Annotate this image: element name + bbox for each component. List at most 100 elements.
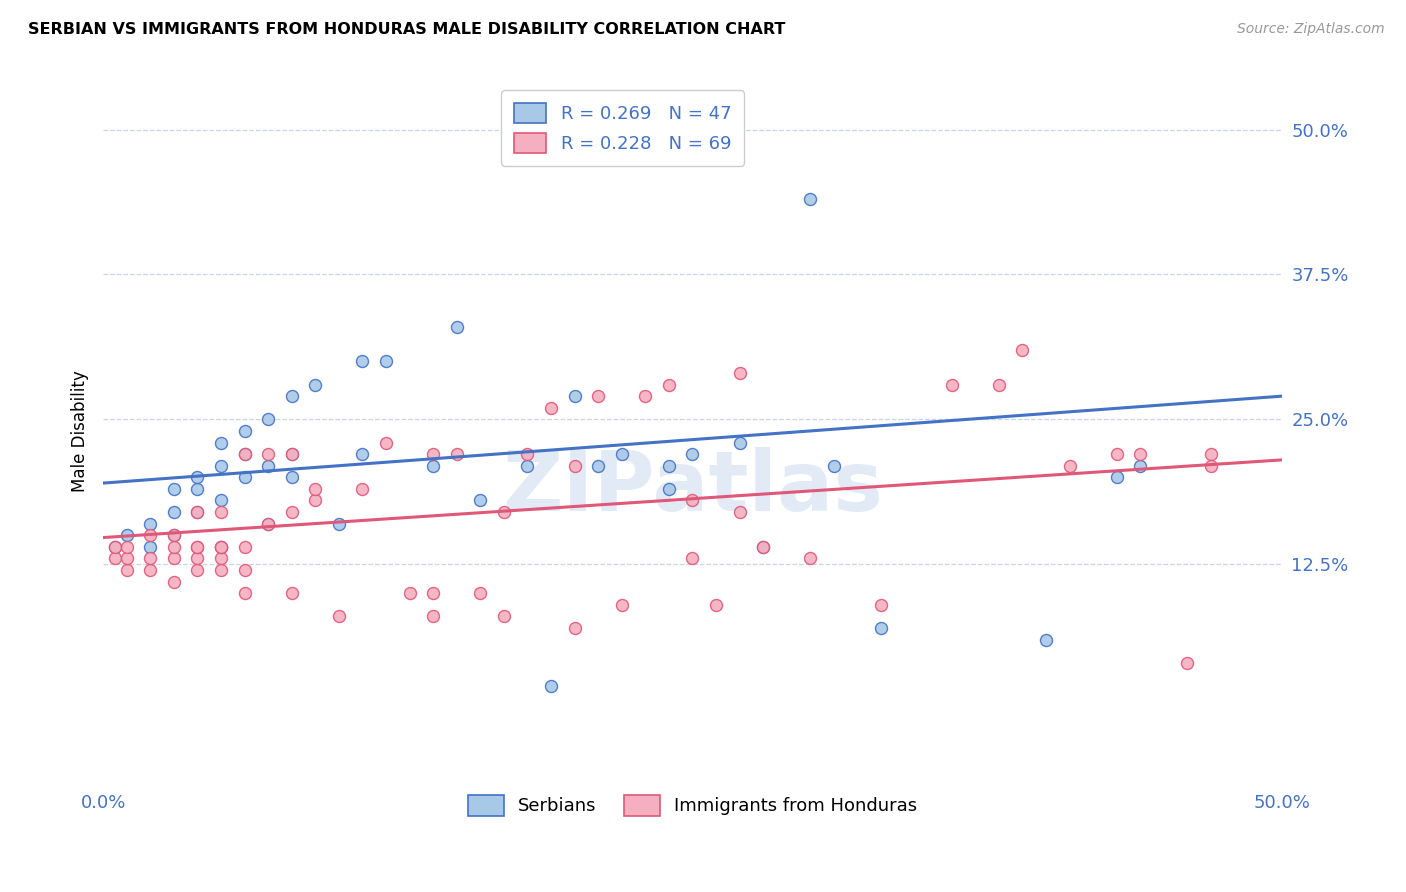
Point	[634, 389, 657, 403]
Point	[209, 563, 232, 577]
Point	[233, 540, 256, 554]
Point	[941, 377, 963, 392]
Point	[422, 447, 444, 461]
Point	[115, 528, 138, 542]
Point	[752, 540, 775, 554]
Point	[115, 540, 138, 554]
Point	[209, 551, 232, 566]
Point	[1011, 343, 1033, 357]
Point	[304, 377, 326, 392]
Point	[658, 482, 681, 496]
Point	[304, 493, 326, 508]
Point	[799, 192, 821, 206]
Point	[186, 505, 208, 519]
Point	[115, 551, 138, 566]
Point	[209, 540, 232, 554]
Point	[139, 563, 162, 577]
Point	[540, 401, 562, 415]
Point	[280, 447, 302, 461]
Point	[209, 540, 232, 554]
Point	[352, 482, 374, 496]
Point	[280, 389, 302, 403]
Point	[163, 574, 186, 589]
Point	[352, 447, 374, 461]
Point	[422, 458, 444, 473]
Point	[352, 354, 374, 368]
Point	[104, 551, 127, 566]
Point	[1035, 632, 1057, 647]
Point	[1059, 458, 1081, 473]
Point	[233, 447, 256, 461]
Point	[257, 412, 280, 426]
Point	[540, 679, 562, 693]
Point	[586, 458, 609, 473]
Point	[704, 598, 727, 612]
Y-axis label: Male Disability: Male Disability	[72, 370, 89, 491]
Point	[139, 551, 162, 566]
Legend: Serbians, Immigrants from Honduras: Serbians, Immigrants from Honduras	[458, 786, 927, 825]
Point	[233, 424, 256, 438]
Point	[752, 540, 775, 554]
Point	[1177, 656, 1199, 670]
Point	[728, 505, 751, 519]
Point	[375, 354, 398, 368]
Point	[186, 540, 208, 554]
Point	[564, 458, 586, 473]
Point	[233, 563, 256, 577]
Point	[163, 551, 186, 566]
Point	[681, 493, 703, 508]
Point	[257, 516, 280, 531]
Point	[209, 505, 232, 519]
Text: ZIPatlas: ZIPatlas	[502, 447, 883, 528]
Text: Source: ZipAtlas.com: Source: ZipAtlas.com	[1237, 22, 1385, 37]
Point	[186, 482, 208, 496]
Point	[257, 447, 280, 461]
Point	[586, 389, 609, 403]
Point	[728, 435, 751, 450]
Point	[233, 586, 256, 600]
Point	[1129, 458, 1152, 473]
Point	[681, 447, 703, 461]
Point	[233, 470, 256, 484]
Point	[422, 609, 444, 624]
Point	[422, 586, 444, 600]
Point	[163, 505, 186, 519]
Point	[186, 540, 208, 554]
Point	[257, 458, 280, 473]
Text: SERBIAN VS IMMIGRANTS FROM HONDURAS MALE DISABILITY CORRELATION CHART: SERBIAN VS IMMIGRANTS FROM HONDURAS MALE…	[28, 22, 786, 37]
Point	[564, 389, 586, 403]
Point	[728, 366, 751, 380]
Point	[139, 516, 162, 531]
Point	[139, 528, 162, 542]
Point	[446, 447, 468, 461]
Point	[163, 482, 186, 496]
Point	[209, 435, 232, 450]
Point	[328, 609, 350, 624]
Point	[516, 458, 538, 473]
Point	[870, 598, 893, 612]
Point	[186, 551, 208, 566]
Point	[163, 540, 186, 554]
Point	[209, 540, 232, 554]
Point	[1199, 447, 1222, 461]
Point	[658, 377, 681, 392]
Point	[280, 470, 302, 484]
Point	[304, 482, 326, 496]
Point	[1199, 458, 1222, 473]
Point	[233, 447, 256, 461]
Point	[681, 551, 703, 566]
Point	[398, 586, 420, 600]
Point	[799, 551, 821, 566]
Point	[492, 609, 515, 624]
Point	[610, 447, 633, 461]
Point	[987, 377, 1010, 392]
Point	[658, 458, 681, 473]
Point	[115, 563, 138, 577]
Point	[870, 621, 893, 635]
Point	[610, 598, 633, 612]
Point	[209, 458, 232, 473]
Point	[139, 540, 162, 554]
Point	[186, 470, 208, 484]
Point	[492, 505, 515, 519]
Point	[104, 540, 127, 554]
